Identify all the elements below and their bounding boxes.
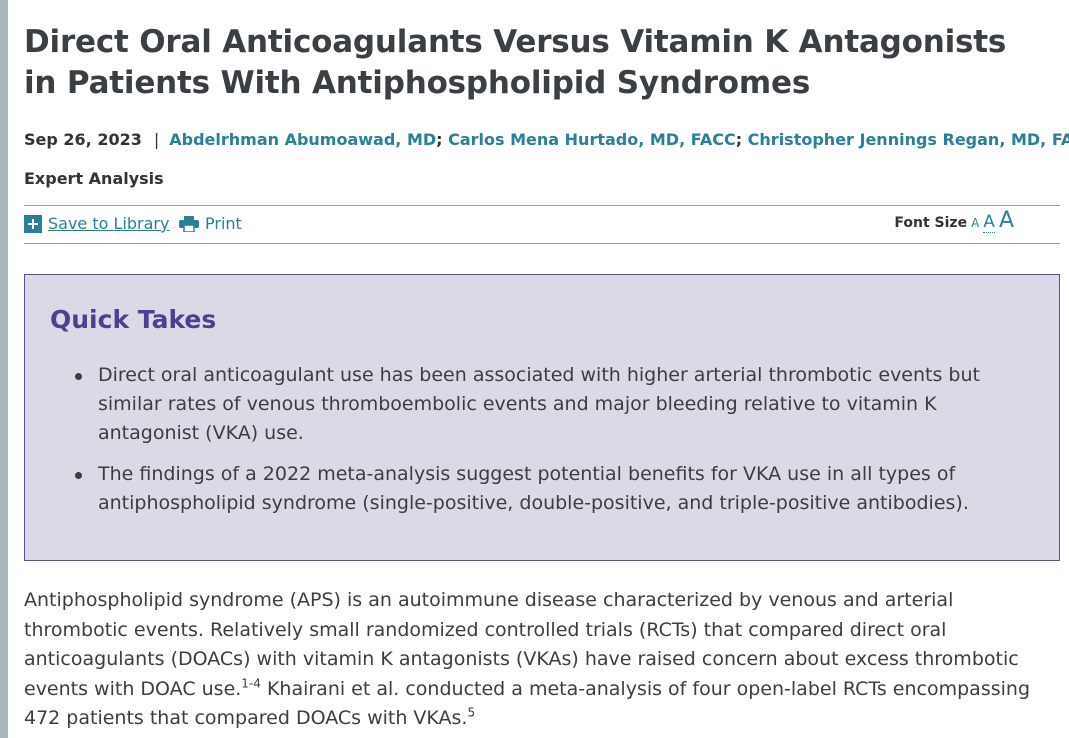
author-separator: ; <box>436 130 443 149</box>
quick-takes-item-text: Direct oral anticoagulant use has been a… <box>98 364 980 444</box>
meta-separator: | <box>153 130 160 149</box>
font-size-label: Font Size <box>894 215 968 231</box>
toolbar-divider-bottom <box>24 243 1060 244</box>
author-separator: ; <box>735 130 743 149</box>
quick-takes-item-text: The findings of a 2022 meta-analysis sug… <box>98 463 969 514</box>
author-link-3[interactable]: Christopher Jennings Regan, MD, FACC <box>747 130 1069 149</box>
quick-takes-list: Direct oral anticoagulant use has been a… <box>75 361 985 530</box>
print-label: Print <box>205 214 242 233</box>
font-size-small-button[interactable]: A <box>971 216 980 230</box>
article-toolbar: Save to Library Print Font Size A A A <box>24 206 1060 243</box>
font-size-large-button[interactable]: A <box>998 208 1014 233</box>
plus-square-icon <box>24 214 42 233</box>
font-size-medium-button[interactable]: A <box>983 212 995 233</box>
save-to-library-button[interactable]: Save to Library <box>24 214 169 233</box>
toolbar-divider-top <box>24 205 1060 206</box>
bullet-icon <box>75 373 82 380</box>
left-rail <box>0 0 8 738</box>
publish-date: Sep 26, 2023 <box>24 130 142 149</box>
printer-icon <box>179 215 199 232</box>
author-link-1[interactable]: Abdelrhman Abumoawad, MD <box>169 130 437 149</box>
body-text-part2: Khairani et al. conducted a meta-analysi… <box>24 677 1030 730</box>
quick-takes-title: Quick Takes <box>50 305 217 334</box>
quick-takes-box: Quick Takes Direct oral anticoagulant us… <box>24 274 1060 561</box>
reference-link-5[interactable]: 5 <box>467 705 476 720</box>
author-link-2[interactable]: Carlos Mena Hurtado, MD, FACC <box>448 130 736 149</box>
quick-takes-item: The findings of a 2022 meta-analysis sug… <box>75 460 985 518</box>
bullet-icon <box>75 472 82 479</box>
body-text-part1: Antiphospholipid syndrome (APS) is an au… <box>24 589 1019 700</box>
print-button[interactable]: Print <box>179 214 242 233</box>
quick-takes-item: Direct oral anticoagulant use has been a… <box>75 361 985 448</box>
article-body-paragraph: Antiphospholipid syndrome (APS) is an au… <box>24 586 1054 734</box>
article-title: Direct Oral Anticoagulants Versus Vitami… <box>24 24 1007 101</box>
article-meta: Sep 26, 2023 | Abdelrhman Abumoawad, MD; C… <box>24 130 1069 149</box>
article-category: Expert Analysis <box>24 169 164 188</box>
reference-link-1-4[interactable]: 1-4 <box>241 676 261 691</box>
save-to-library-label: Save to Library <box>48 214 170 233</box>
font-size-control: Font Size A A A <box>894 208 1014 233</box>
